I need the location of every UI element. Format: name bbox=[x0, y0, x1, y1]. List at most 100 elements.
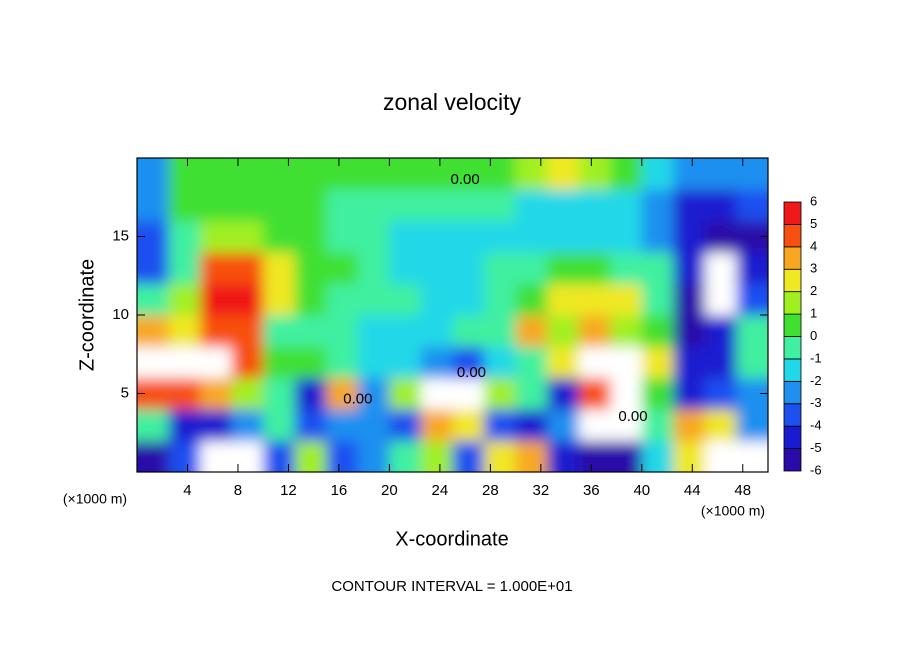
field-cell bbox=[357, 252, 390, 285]
field-cell bbox=[420, 346, 453, 379]
field-cell bbox=[137, 252, 170, 285]
colorbar-box bbox=[783, 358, 802, 382]
colorbar-label: 3 bbox=[810, 261, 817, 276]
field-cell bbox=[484, 409, 517, 442]
field-cell bbox=[137, 189, 170, 222]
field-cell bbox=[357, 283, 390, 316]
field-cell bbox=[420, 252, 453, 285]
field-cell bbox=[389, 315, 422, 347]
field-cell bbox=[736, 252, 768, 285]
field-cell bbox=[420, 377, 453, 410]
field-cell bbox=[452, 440, 485, 472]
field-cell bbox=[515, 315, 548, 347]
field-cell bbox=[231, 409, 264, 442]
field-cell bbox=[200, 189, 233, 222]
colorbar-box bbox=[783, 268, 802, 293]
field-cell bbox=[231, 220, 264, 253]
field-cell bbox=[578, 158, 611, 190]
field-cell bbox=[641, 252, 674, 285]
field-cell bbox=[547, 409, 580, 442]
field-cell bbox=[704, 377, 737, 410]
field-cell bbox=[484, 346, 517, 379]
field-cell bbox=[547, 346, 580, 379]
colorbar-label: 4 bbox=[810, 238, 817, 253]
x-tick-label: 36 bbox=[583, 482, 600, 499]
field-cells bbox=[137, 158, 768, 472]
field-cell bbox=[704, 220, 737, 253]
field-cell bbox=[736, 283, 768, 316]
field-cell bbox=[610, 283, 643, 316]
field-cell bbox=[357, 377, 390, 410]
field-cell bbox=[673, 220, 706, 253]
field-cell bbox=[137, 283, 170, 316]
colorbar-label: 2 bbox=[810, 283, 817, 298]
y-axis-title: Z-coordinate bbox=[76, 259, 98, 371]
field-cell bbox=[610, 440, 643, 472]
field-cell bbox=[420, 189, 453, 222]
field-cell bbox=[137, 158, 170, 190]
field-cell bbox=[168, 283, 201, 316]
field-cell bbox=[704, 189, 737, 222]
field-cell bbox=[357, 220, 390, 253]
field-cell bbox=[515, 377, 548, 410]
colorbar-box bbox=[783, 224, 802, 248]
field-cell bbox=[452, 158, 485, 190]
x-tick-label: 16 bbox=[331, 482, 348, 499]
field-cell bbox=[200, 220, 233, 253]
field-cell bbox=[357, 409, 390, 442]
field-cell bbox=[673, 377, 706, 410]
field-cell bbox=[263, 346, 296, 379]
field-cell bbox=[263, 220, 296, 253]
field-cell bbox=[452, 252, 485, 285]
field-cell bbox=[484, 377, 517, 410]
field-cell bbox=[736, 189, 768, 222]
field-cell bbox=[484, 158, 517, 190]
field-cell bbox=[641, 189, 674, 222]
field-cell bbox=[641, 346, 674, 379]
field-cell bbox=[263, 158, 296, 190]
field-cell bbox=[231, 283, 264, 316]
field-cell bbox=[231, 440, 264, 472]
field-cell bbox=[515, 189, 548, 222]
field-cell bbox=[168, 158, 201, 190]
field-cell bbox=[231, 377, 264, 410]
field-cell bbox=[231, 189, 264, 222]
colorbar-label: 1 bbox=[810, 306, 817, 321]
field-cell bbox=[547, 158, 580, 190]
field-cell bbox=[389, 252, 422, 285]
field-cell bbox=[673, 252, 706, 285]
field-cell bbox=[452, 409, 485, 442]
x-tick-label: 28 bbox=[482, 482, 499, 499]
field-cell bbox=[610, 189, 643, 222]
field-cell bbox=[673, 283, 706, 316]
colorbar-label: -2 bbox=[810, 373, 822, 388]
field-cell bbox=[326, 346, 359, 379]
field-cell bbox=[357, 440, 390, 472]
field-cell bbox=[578, 440, 611, 472]
field-cell bbox=[610, 377, 643, 410]
field-cell bbox=[389, 440, 422, 472]
field-cell bbox=[263, 283, 296, 316]
field-cell bbox=[263, 409, 296, 442]
contour-label: 0.00 bbox=[618, 408, 647, 425]
y-tick-label: 15 bbox=[112, 227, 129, 244]
colorbar-box bbox=[783, 380, 802, 405]
field-cell bbox=[515, 220, 548, 253]
field-cell bbox=[294, 315, 327, 347]
contour-label: 0.00 bbox=[343, 391, 372, 408]
field-cell bbox=[452, 220, 485, 253]
x-tick-label: 44 bbox=[684, 482, 701, 499]
field-cell bbox=[200, 315, 233, 347]
x-tick-label: 12 bbox=[280, 482, 297, 499]
field-cell bbox=[168, 189, 201, 222]
chart-title: zonal velocity bbox=[383, 89, 522, 115]
field-cell bbox=[137, 346, 170, 379]
y-tick-label: 5 bbox=[121, 384, 129, 401]
colorbar-label: -6 bbox=[810, 462, 822, 477]
field-cell bbox=[137, 440, 170, 472]
field-cell bbox=[578, 283, 611, 316]
field-cell bbox=[484, 220, 517, 253]
field-cell bbox=[389, 409, 422, 442]
field-cell bbox=[326, 220, 359, 253]
field-cell bbox=[484, 315, 517, 347]
